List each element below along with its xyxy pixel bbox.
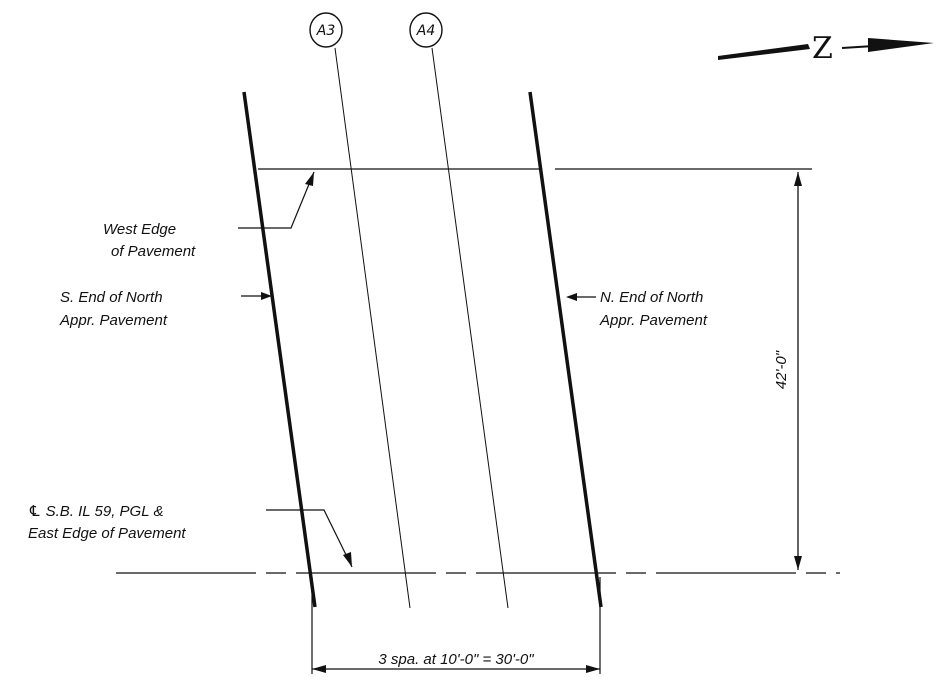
width-dimension: 42'-0" [773,172,802,570]
leader-line [266,509,353,568]
grid-line-a4 [431,47,509,609]
arrowhead-icon [586,665,600,673]
arrowhead-icon [794,172,802,186]
callout-south-end: S. End of North Appr. Pavement [59,289,272,329]
callout-text: Appr. Pavement [59,312,168,329]
callout-centerline: ℄ S.B. IL 59, PGL & East Edge of Pavemen… [28,503,353,568]
arrowhead-icon [343,552,352,567]
callout-text: West Edge [103,221,176,238]
grid-marker-label: A3 [316,23,335,39]
south-end-pavement-line [242,91,317,608]
arrowhead-icon [312,665,326,673]
grid-bubble-icon [309,12,343,48]
grid-marker-a3: A3 [309,12,343,48]
grid-bubble-icon [409,12,443,48]
width-dimension-label: 42'-0" [773,350,790,389]
north-end-pavement-line [528,91,603,608]
span-dimension-label: 3 spa. at 10'-0" = 30'-0" [378,651,534,668]
leader-line [238,171,315,229]
grid-marker-a4: A4 [409,12,443,48]
callout-text: ℄ S.B. IL 59, PGL & [28,503,163,520]
callout-text: N. End of North [600,289,703,306]
span-dimension: 3 spa. at 10'-0" = 30'-0" [311,577,601,674]
arrowhead-icon [566,293,577,301]
callout-north-end: N. End of North Appr. Pavement [566,289,708,329]
arrowhead-icon [794,556,802,570]
callout-text: S. End of North [60,289,163,306]
north-arrow: Z [718,31,934,66]
callout-text: Appr. Pavement [599,312,708,329]
arrowhead-icon [305,172,314,186]
grid-line-a3 [334,47,411,609]
north-arrow-tail [718,44,810,60]
north-arrow-head-icon [868,38,934,52]
arrowhead-icon [261,292,272,300]
callout-text: East Edge of Pavement [28,525,186,542]
grid-marker-label: A4 [416,23,435,39]
callout-text: of Pavement [111,243,196,260]
north-arrow-letter: Z [812,31,833,66]
callout-west-edge: West Edge of Pavement [103,171,315,260]
